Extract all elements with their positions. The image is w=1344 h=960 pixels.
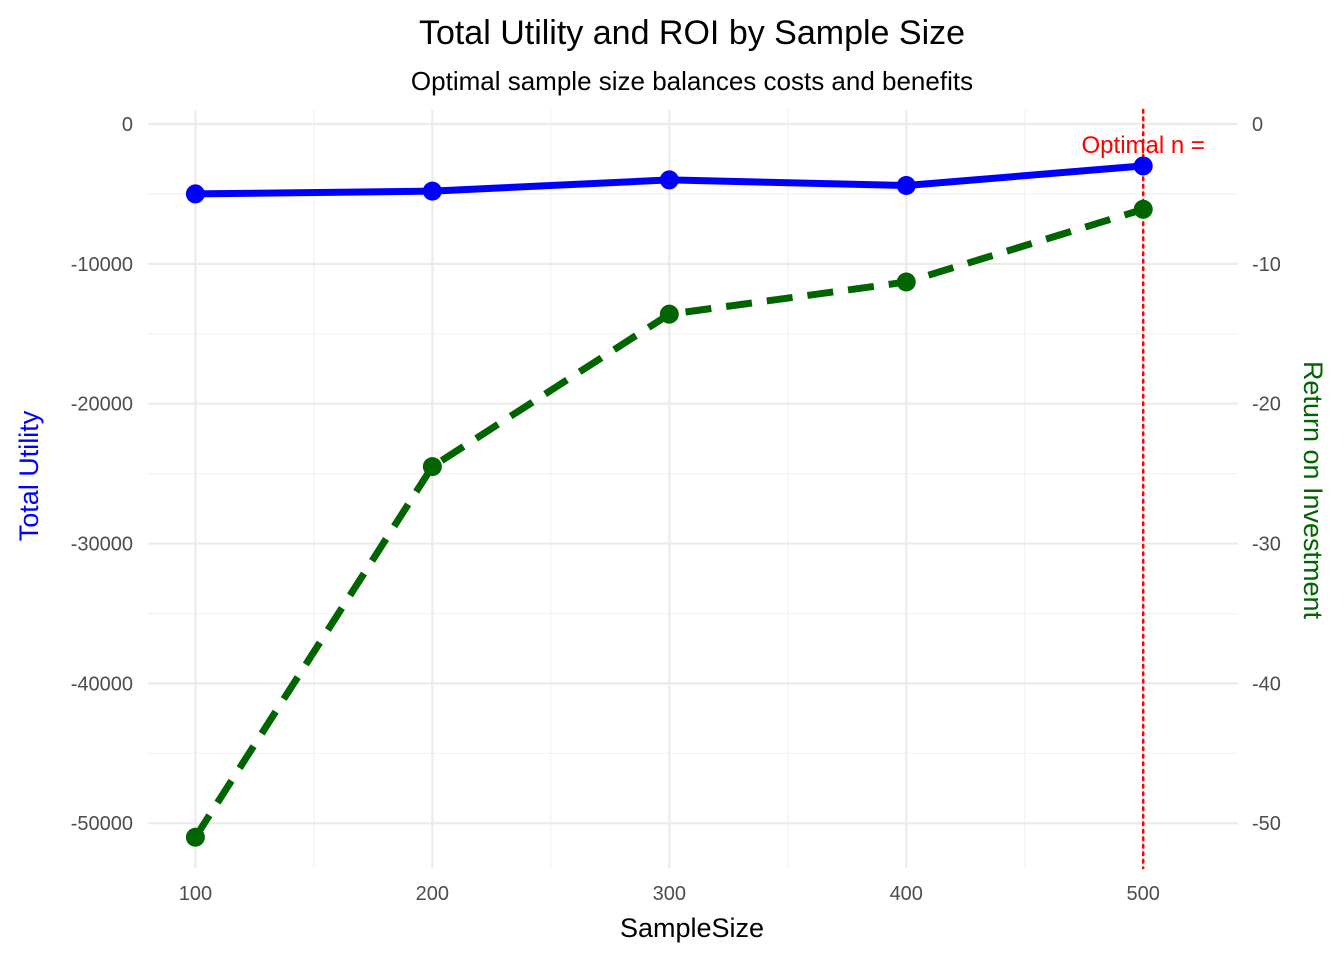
roi-point bbox=[1133, 199, 1153, 219]
y-tick-label-right: 0 bbox=[1252, 114, 1263, 136]
chart-subtitle: Optimal sample size balances costs and b… bbox=[411, 66, 973, 96]
chart-title: Total Utility and ROI by Sample Size bbox=[419, 14, 965, 52]
x-tick-label: 100 bbox=[179, 883, 212, 905]
y-tick-label-left: -20000 bbox=[71, 394, 133, 416]
utility-point bbox=[185, 184, 205, 204]
y-tick-label-right: -40 bbox=[1252, 673, 1281, 695]
y-tick-label-right: -20 bbox=[1252, 394, 1281, 416]
x-axis-title: SampleSize bbox=[620, 913, 764, 943]
roi-point bbox=[422, 457, 442, 477]
grid-major bbox=[148, 110, 1238, 868]
annotations: Optimal n = bbox=[1082, 108, 1205, 870]
roi-point bbox=[659, 304, 679, 324]
x-tick-label: 400 bbox=[890, 883, 923, 905]
y-tick-label-left: -10000 bbox=[71, 254, 133, 276]
tick-labels: 0 -10000 -20000 -30000 -40000 -50000 0 -10 -20 -3… bbox=[71, 114, 1281, 905]
utility-point bbox=[659, 170, 679, 190]
roi-point bbox=[896, 272, 916, 292]
y-axis-title-left: Total Utility bbox=[14, 410, 44, 541]
y-tick-label-right: -10 bbox=[1252, 254, 1281, 276]
y-tick-label-left: -50000 bbox=[71, 813, 133, 835]
y-tick-label-left: -30000 bbox=[71, 534, 133, 556]
utility-point bbox=[896, 176, 916, 196]
y-tick-label-right: -30 bbox=[1252, 534, 1281, 556]
x-tick-label: 200 bbox=[416, 883, 449, 905]
utility-point bbox=[422, 181, 442, 201]
y-tick-label-left: -40000 bbox=[71, 673, 133, 695]
series-layer bbox=[185, 156, 1153, 847]
roi-point bbox=[185, 827, 205, 847]
y-tick-label-left: 0 bbox=[122, 114, 133, 136]
y-axis-title-right: Return on Investment bbox=[1298, 361, 1328, 620]
utility-point bbox=[1133, 156, 1153, 176]
grid-minor bbox=[148, 110, 1238, 868]
optimal-annotation-text: Optimal n = bbox=[1082, 132, 1205, 159]
y-tick-label-right: -50 bbox=[1252, 813, 1281, 835]
x-tick-label: 300 bbox=[653, 883, 686, 905]
x-tick-label: 500 bbox=[1127, 883, 1160, 905]
